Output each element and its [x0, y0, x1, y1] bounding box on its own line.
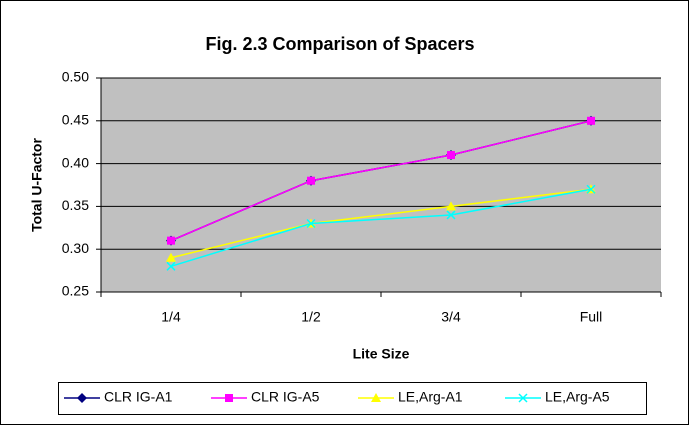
data-point — [446, 201, 456, 211]
legend-marker — [77, 393, 87, 403]
data-point — [586, 184, 596, 194]
data-point — [306, 218, 316, 229]
data-point — [167, 236, 175, 245]
data-point — [307, 176, 315, 185]
legend-label: LE,Arg-A1 — [398, 389, 463, 405]
y-tick-label: 0.30 — [62, 240, 89, 256]
series-line — [170, 188, 592, 268]
y-tick-label: 0.25 — [62, 283, 89, 299]
data-point — [447, 151, 455, 160]
legend-marker — [225, 394, 233, 402]
y-tick-label: 0.45 — [62, 112, 89, 128]
legend-marker — [518, 393, 528, 403]
x-tick-label: Full — [580, 309, 603, 325]
plot-area — [101, 78, 661, 292]
y-tick-label: 0.50 — [62, 69, 89, 85]
x-tick-label: 1/4 — [161, 309, 181, 325]
data-point — [166, 261, 176, 271]
data-point — [446, 210, 456, 220]
x-tick-label: 3/4 — [441, 309, 461, 325]
legend-label: LE,Arg-A5 — [545, 389, 610, 405]
chart-title: Fig. 2.3 Comparison of Spacers — [205, 34, 474, 54]
series-line — [170, 120, 592, 242]
data-point — [587, 116, 595, 125]
y-tick-label: 0.35 — [62, 197, 89, 213]
y-axis-label: Total U-Factor — [29, 138, 45, 232]
x-axis-label: Lite Size — [353, 346, 410, 362]
legend-label: CLR IG-A1 — [104, 389, 173, 405]
legend-marker — [371, 393, 381, 402]
series-line — [170, 188, 592, 259]
y-tick-label: 0.40 — [62, 154, 89, 170]
data-point — [166, 252, 176, 262]
legend-box — [58, 382, 647, 415]
x-tick-label: 1/2 — [301, 309, 321, 325]
legend-label: CLR IG-A5 — [251, 389, 320, 405]
